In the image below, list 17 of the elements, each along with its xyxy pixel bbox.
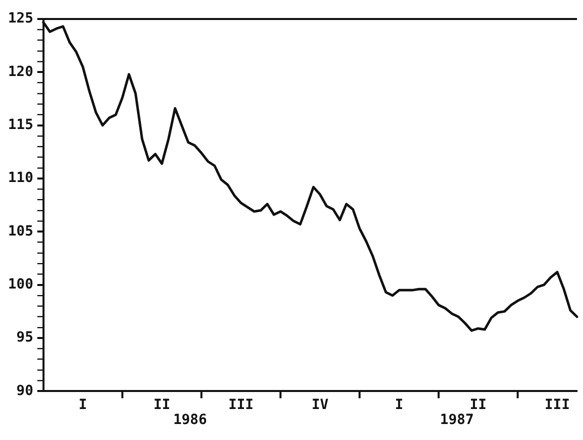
y-tick-label: 105 <box>8 223 34 240</box>
text: 1987 <box>440 412 474 428</box>
y-tick-label: 90 <box>16 382 34 399</box>
x-tick-label: I <box>78 397 88 414</box>
text: 1986 <box>173 412 207 428</box>
x-tick-label: III <box>544 397 570 414</box>
y-tick-label: 115 <box>8 116 34 133</box>
y-tick-label: 100 <box>8 276 34 292</box>
y-tick-label: 110 <box>8 170 34 186</box>
x-tick-label: I <box>394 397 404 414</box>
x-tick-label: II <box>470 397 487 414</box>
x-tick-label: IV <box>312 397 330 414</box>
x-tick-label: II <box>153 397 170 414</box>
y-tick-label: 120 <box>8 64 34 80</box>
y-tick-label: 125 <box>8 10 34 27</box>
y-tick-label: 95 <box>16 330 34 346</box>
x-tick-label: III <box>228 397 254 414</box>
